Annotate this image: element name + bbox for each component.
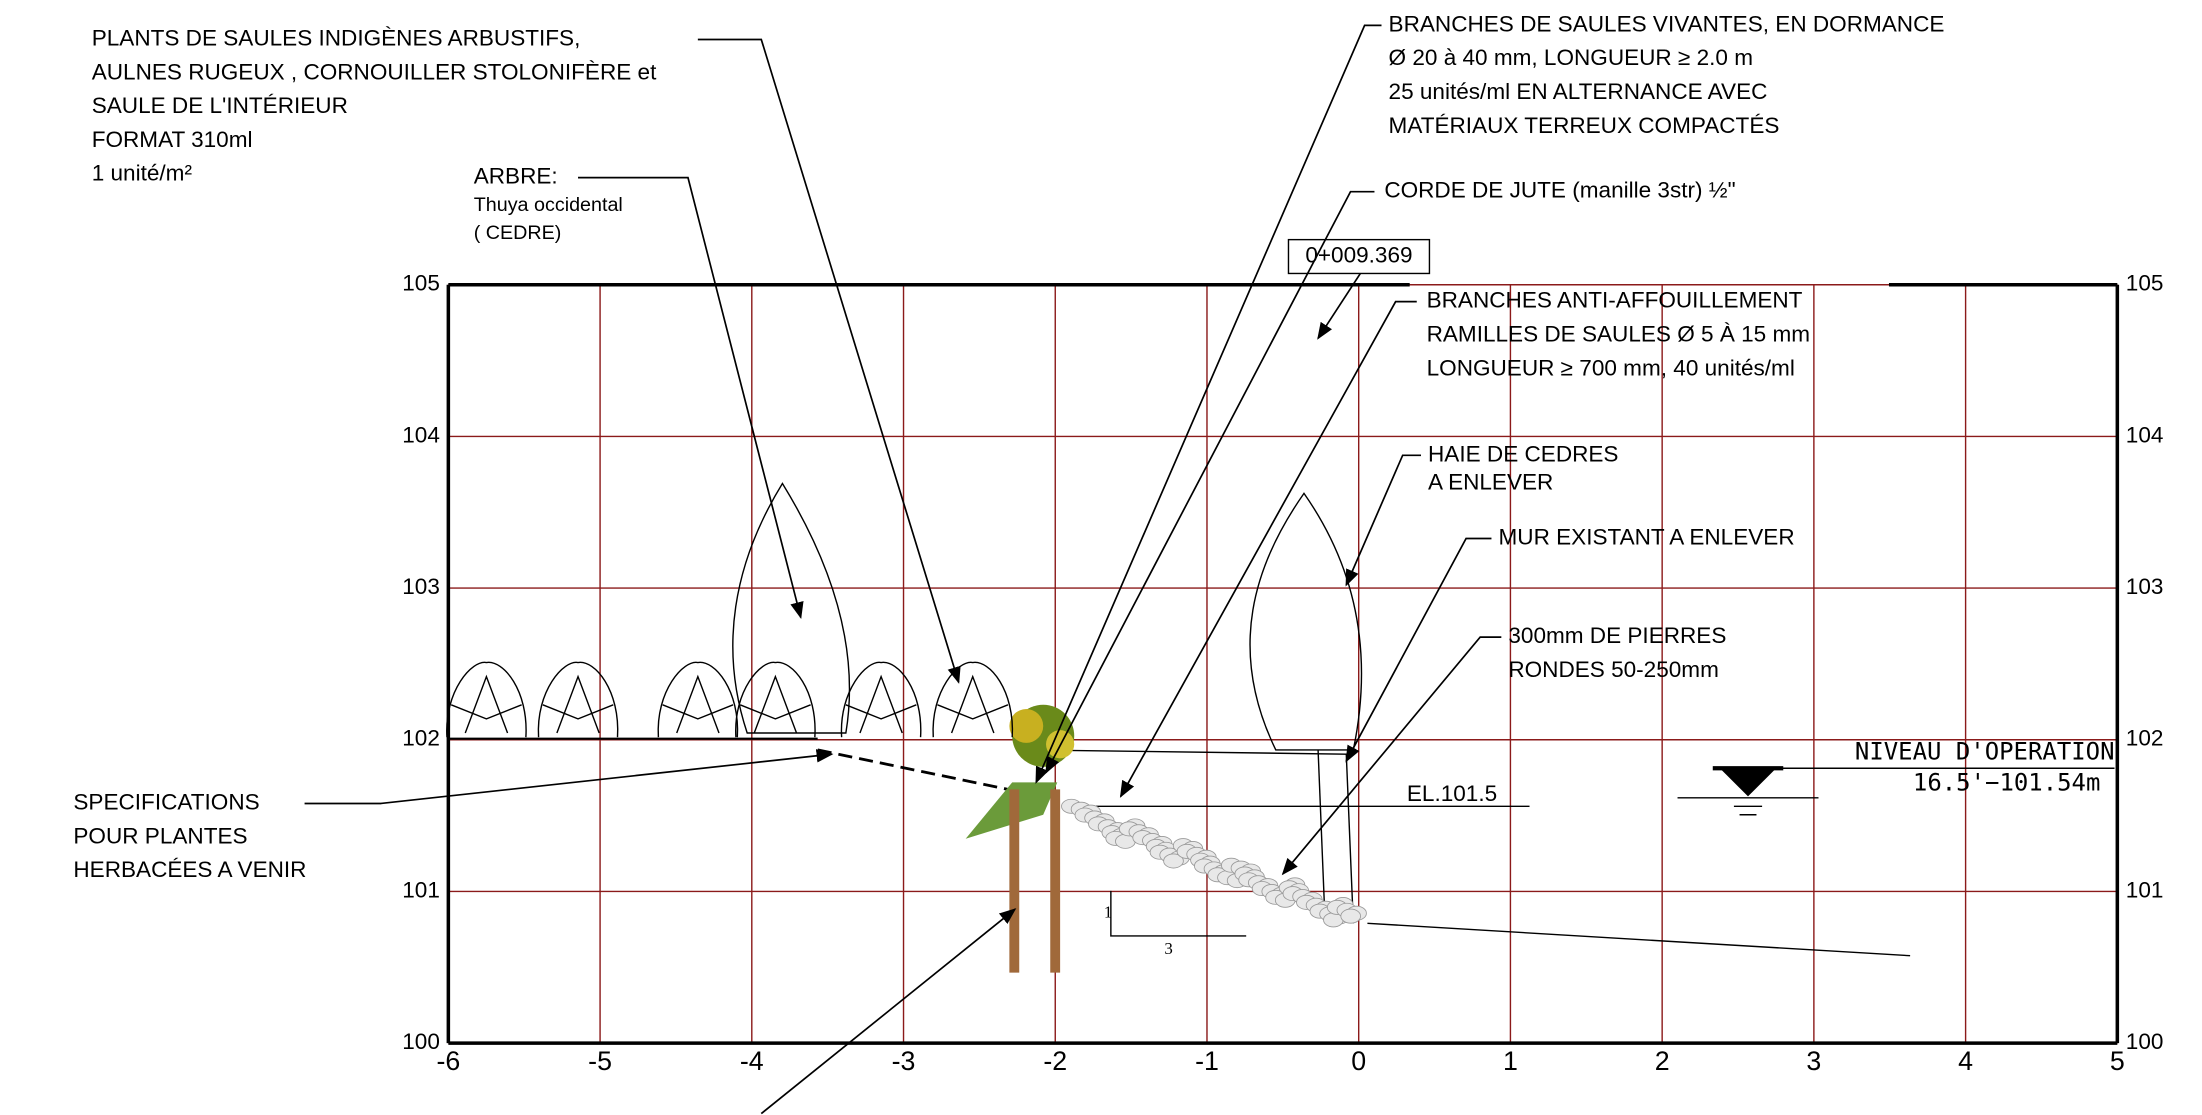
annotation-line: ARBRE: <box>474 164 558 189</box>
grid <box>446 282 2120 1045</box>
annotation-line: RAMILLES DE SAULES Ø 5 À 15 mm <box>1427 321 1810 346</box>
y-tick-label: 101 <box>2126 877 2164 902</box>
y-tick-label: 100 <box>2126 1029 2164 1054</box>
illustration <box>446 238 2115 973</box>
slope-run: 3 <box>1164 939 1172 958</box>
y-tick-label: 103 <box>2126 574 2164 599</box>
x-tick-label: 1 <box>1503 1046 1518 1076</box>
annotation-line: FORMAT 310ml <box>92 127 253 152</box>
x-tick-label: -2 <box>1043 1046 1067 1076</box>
shrub <box>657 661 739 738</box>
annotation-line: LONGUEUR ≥ 700 mm, 40 unités/ml <box>1427 355 1795 380</box>
x-tick-label: 2 <box>1655 1046 1670 1076</box>
y-tick-label: 102 <box>402 726 440 751</box>
water-level-value: 16.5'−101.54m <box>1913 769 2100 797</box>
annotation-line: RONDES 50-250mm <box>1508 657 1719 682</box>
y-tick-label: 104 <box>2126 422 2164 447</box>
x-tick-label: -3 <box>892 1046 916 1076</box>
shrub <box>446 661 527 738</box>
leaders <box>304 24 1502 1115</box>
annotation-line: BRANCHES ANTI-AFFOUILLEMENT <box>1427 288 1803 313</box>
annotation-line: AULNES RUGEUX , CORNOUILLER STOLONIFÈRE … <box>92 59 657 84</box>
x-tick-label: -6 <box>436 1046 460 1076</box>
annotation-line: HAIE DE CEDRES <box>1428 441 1618 466</box>
y-tick-label: 101 <box>402 877 440 902</box>
shrub <box>840 661 922 738</box>
shrub <box>735 661 816 738</box>
stone <box>1163 853 1184 869</box>
x-tick-label: -4 <box>740 1046 764 1076</box>
annotation-line: 300mm DE PIERRES <box>1508 623 1726 648</box>
y-tick-label: 105 <box>2126 271 2164 296</box>
shrub <box>932 661 1013 738</box>
annotation-line: 25 unités/ml EN ALTERNANCE AVEC <box>1389 79 1768 104</box>
annotation-line: ( CEDRE) <box>474 222 562 244</box>
water-level-label: NIVEAU D'OPERATION <box>1855 738 2115 766</box>
x-tick-label: 4 <box>1958 1046 1973 1076</box>
y-tick-label: 103 <box>402 574 440 599</box>
y-tick-label: 104 <box>402 422 440 447</box>
y-tick-label: 102 <box>2126 726 2164 751</box>
annotation-line: Thuya occidental <box>474 194 623 216</box>
shrub <box>537 661 619 738</box>
annotation-line: A ENLEVER <box>1428 469 1553 494</box>
annotation-line: CORDE DE JUTE (manille 3str) ½" <box>1384 178 1735 203</box>
annotation-line: POUR PLANTES <box>73 823 247 848</box>
annotation-line: Ø 20 à 40 mm, LONGUEUR ≥ 2.0 m <box>1389 45 1753 70</box>
annotation-line: MUR EXISTANT A ENLEVER <box>1499 524 1795 549</box>
elevation-label: EL.101.5 <box>1407 781 1497 806</box>
annotation-line: 1 unité/m² <box>92 161 193 186</box>
x-tick-label: 3 <box>1806 1046 1821 1076</box>
annotation-line: PLANTS DE SAULES INDIGÈNES ARBUSTIFS, <box>92 25 581 50</box>
section-label: 0+009.369 <box>1305 243 1412 268</box>
annotation-line: MATÉRIAUX TERREUX COMPACTÉS <box>1389 113 1780 138</box>
y-tick-label: 105 <box>402 271 440 296</box>
x-tick-label: -5 <box>588 1046 612 1076</box>
annotation-line: SAULE DE L'INTÉRIEUR <box>92 93 348 118</box>
slope-rise: 1 <box>1104 902 1112 921</box>
annotation-line: HERBACÉES A VENIR <box>73 857 306 882</box>
annotation-line: BRANCHES DE SAULES VIVANTES, EN DORMANCE <box>1389 11 1945 36</box>
annotation-line: SPECIFICATIONS <box>73 789 259 814</box>
x-tick-label: 5 <box>2110 1046 2125 1076</box>
x-tick-label: 0 <box>1351 1046 1366 1076</box>
y-tick-label: 100 <box>402 1029 440 1054</box>
x-tick-label: -1 <box>1195 1046 1219 1076</box>
stone <box>1340 908 1361 924</box>
